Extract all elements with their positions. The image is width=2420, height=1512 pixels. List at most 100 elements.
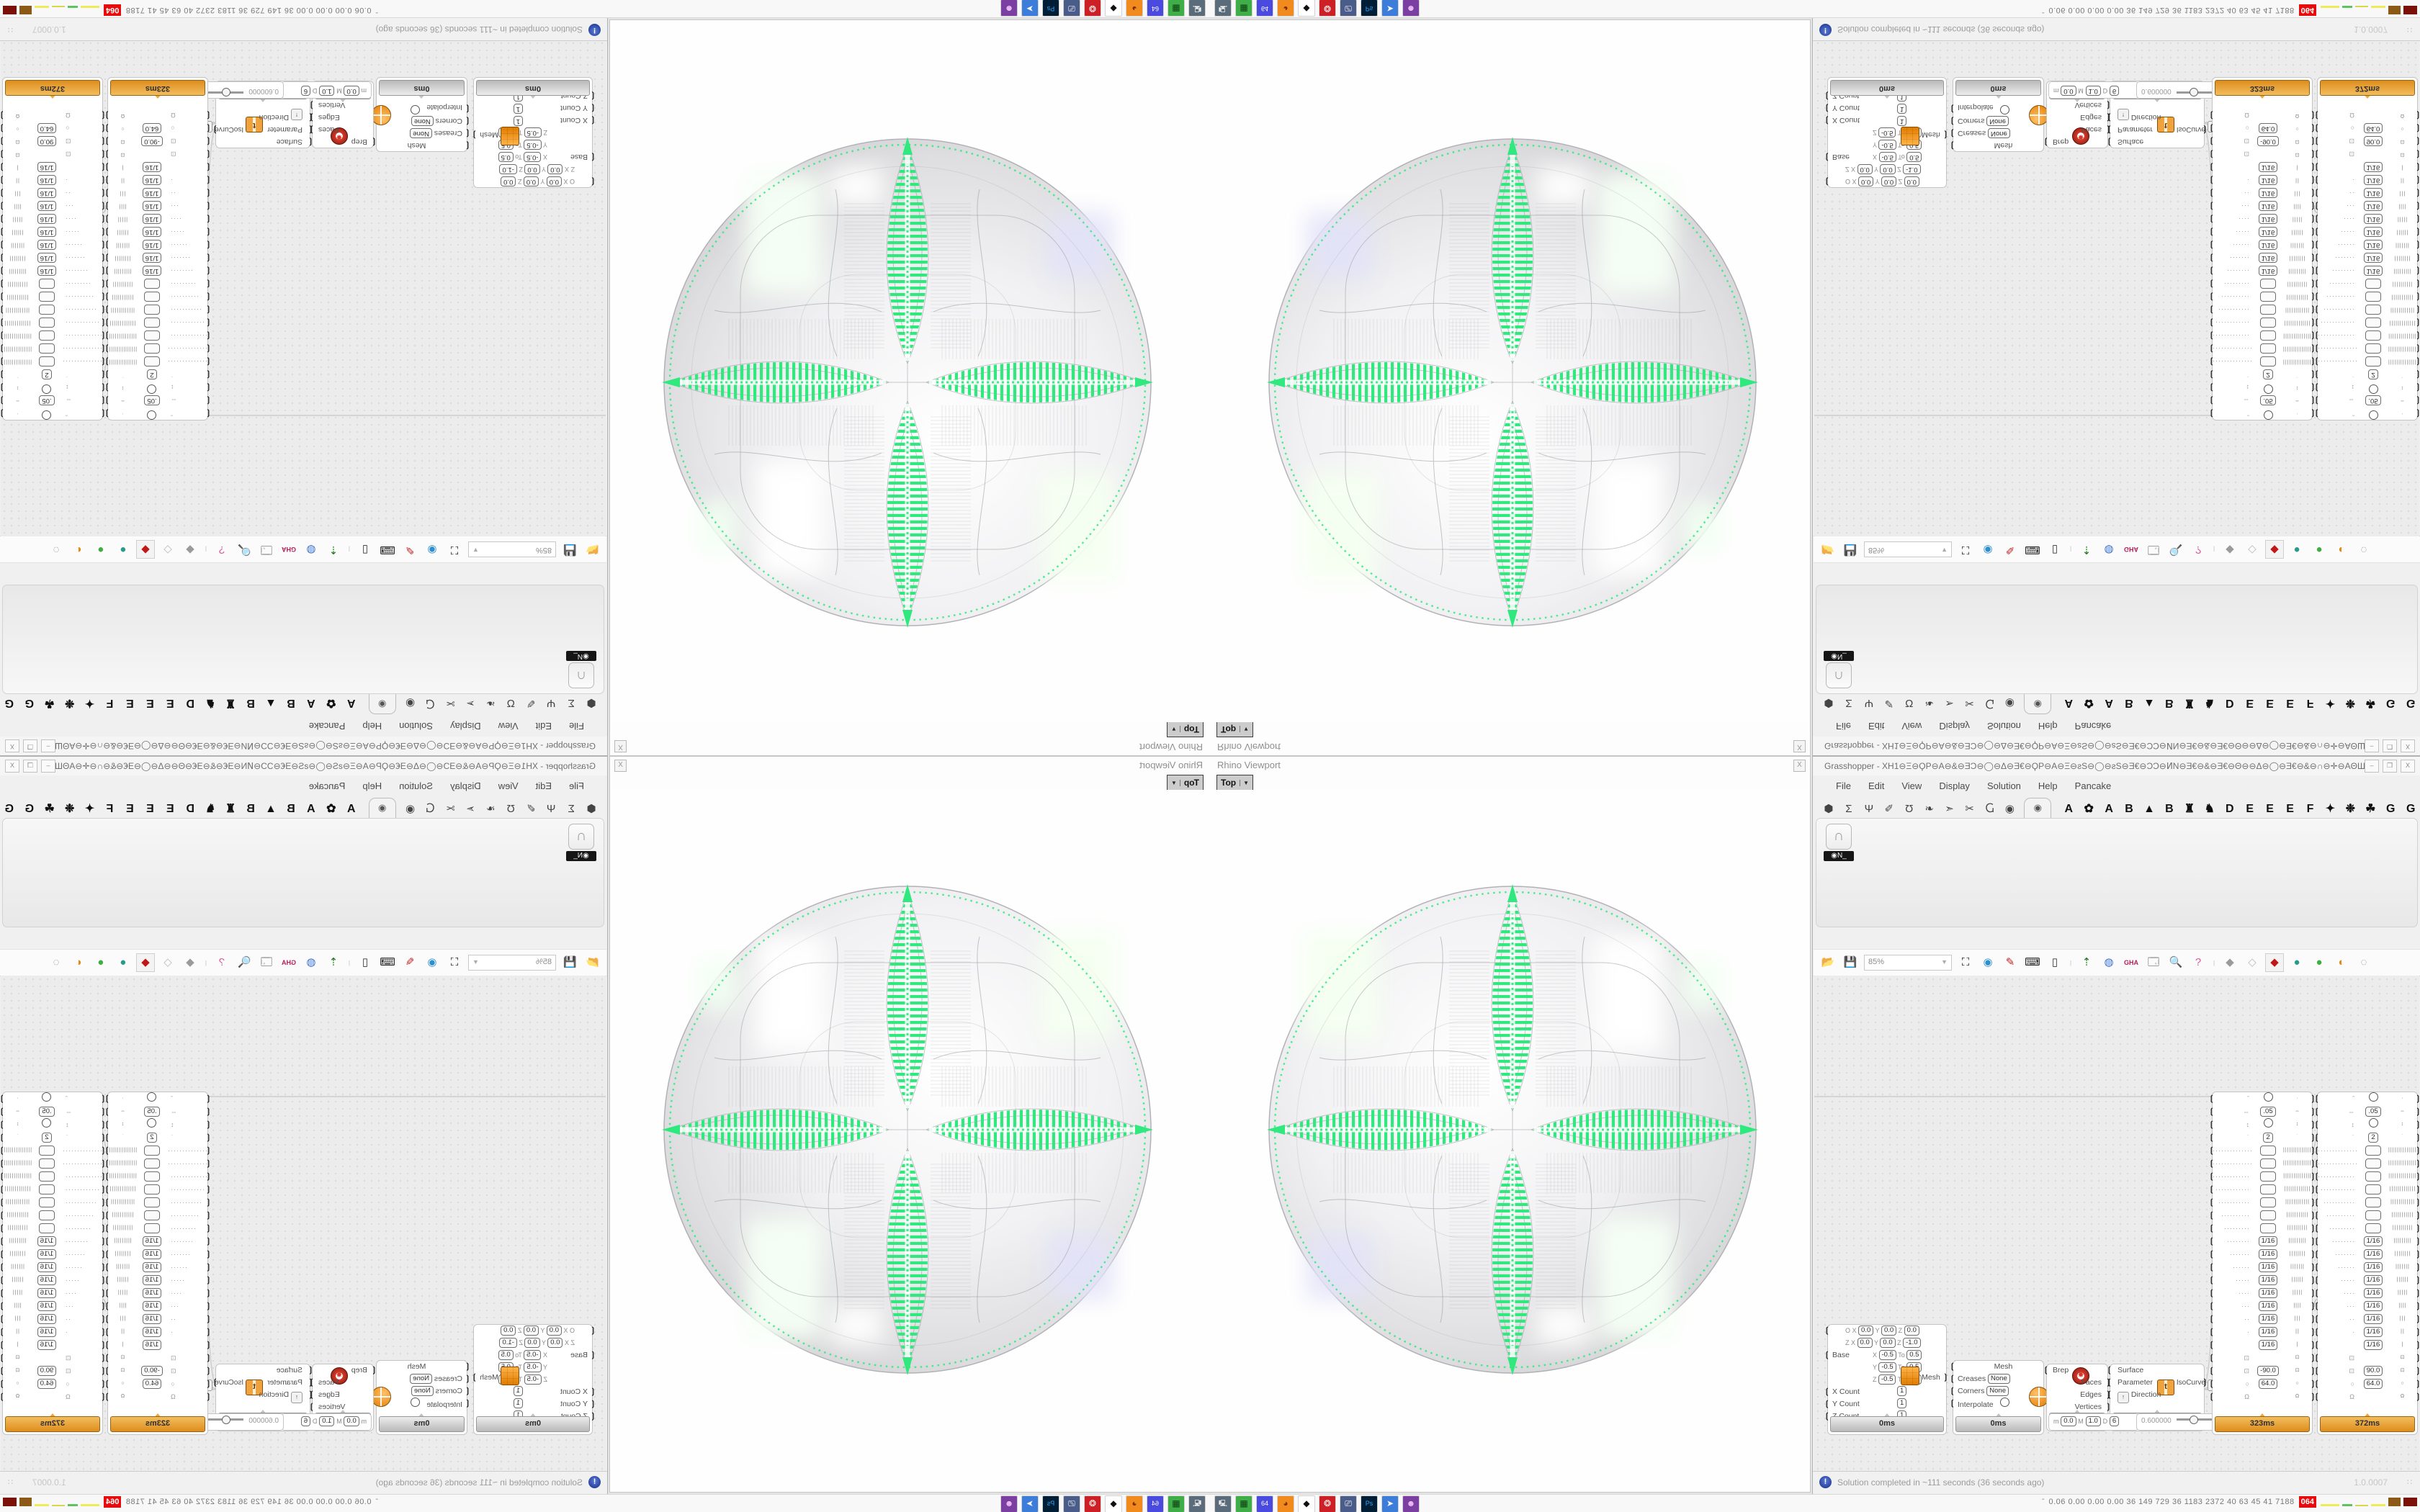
slider-knob[interactable] [2189,88,2198,96]
row-value-box[interactable] [2365,1146,2381,1156]
output-grip[interactable]: ❳ [1,174,5,186]
row-value-box[interactable] [2365,356,2381,366]
app-memory-card[interactable]: ▦ [1235,1495,1252,1512]
tab-a2[interactable]: A [2105,803,2113,815]
output-grip[interactable]: ❳ [1,381,5,394]
row-value-box[interactable]: 1/16 [142,1288,162,1298]
corners-value[interactable]: None [1986,116,2009,126]
output-grip[interactable]: ❳ [212,1378,219,1387]
output-grip[interactable]: ❳ [2201,125,2208,134]
plane-origin-y[interactable]: 0.0 [523,176,539,186]
tab-b2[interactable]: B [246,803,255,815]
mini-domain-panel[interactable]: m 0.0 M 1.0 D 6 [281,1413,372,1431]
output-grip[interactable]: ❳ [1,368,5,381]
output-grip[interactable]: ❳ [2415,186,2419,199]
row-value-box[interactable]: .05 [2365,395,2381,405]
row-value-box[interactable] [2365,1197,2381,1207]
output-grip[interactable]: ❳ [1,1105,5,1118]
node-pattern-left[interactable]: ❲ ˆ · ❳ ❲ ⇔ .05 ⇔ ❳ ❲ ↕ ↕ ❳ ❲ ˙ 2 ˙ ❳ ❲ ··············· |||… [97,1092,212,1435]
count-value[interactable]: 1 [513,116,523,126]
corners-value[interactable]: None [411,116,434,126]
row-value-box[interactable] [2365,1158,2381,1169]
tab-sets[interactable]: Ψ [1864,803,1874,815]
output-grip[interactable]: ❳ [1,290,5,303]
row-value-box[interactable] [2260,292,2276,302]
domain-min[interactable]: -0.5 [524,1350,542,1360]
toggle-circle[interactable] [2368,1117,2378,1128]
row-value-box[interactable]: 1/16 [142,1301,162,1311]
row-value-box[interactable]: 1/16 [37,227,57,237]
tab-flower-icon[interactable]: ✿ [2084,803,2094,815]
input-grip[interactable]: ❲ [99,344,107,353]
input-grip[interactable]: ❲ [205,1237,212,1246]
mini-domain-value[interactable]: 1.0 [319,86,335,96]
input-grip[interactable]: ❲ [99,357,107,366]
linked-circles-icon[interactable]: ◍ [306,956,316,968]
input-grip[interactable]: ❲ [2313,111,2321,120]
row-value-box[interactable]: 1/16 [2363,201,2383,211]
tab-a1[interactable]: A [2064,697,2074,709]
output-grip[interactable]: ❳ [2415,251,2419,264]
output-grip[interactable]: ❳ [1,1351,5,1364]
creases-value[interactable]: None [1988,128,2010,138]
row-value-box[interactable]: -90.0 [141,136,163,146]
row-value-box[interactable]: 1/16 [2258,214,2278,224]
loop-arch-icon[interactable]: ∩ [1826,662,1852,688]
input-grip[interactable]: ❲ [99,1094,107,1103]
input-grip[interactable]: ❲ [205,409,212,418]
row-value-box[interactable]: 1/16 [2258,253,2278,263]
output-grip[interactable]: ❳ [1,1377,5,1390]
tab-vector[interactable]: ✐ [1884,803,1894,815]
input-grip[interactable]: ❲ [307,113,314,122]
output-grip[interactable]: ❳ [2415,1118,2419,1131]
input-grip[interactable]: ❲ [99,1302,107,1310]
app-floppy-64[interactable]: 64 [1256,1495,1273,1512]
interpolate-toggle[interactable] [411,105,421,114]
mini-domain-panel[interactable]: m 0.0 M 1.0 D 6 [281,81,372,99]
input-grip[interactable]: ❲ [2208,202,2215,210]
interpolate-toggle[interactable] [1999,1398,2009,1407]
node-pattern-left[interactable]: ❲ ˆ · ❳ ❲ ⇔ .05 ⇔ ❳ ❲ ↕ ↕ ❳ ❲ ˙ 2 ˙ ❳ ❲ ··············· |||… [97,77,212,420]
input-grip[interactable]: ❲ [2208,137,2215,145]
input-grip[interactable]: ❲ [2208,1392,2215,1401]
input-grip[interactable]: ❲ [99,1198,107,1207]
tab-fly-icon[interactable]: ✦ [2325,697,2336,709]
tab-shield-icon[interactable]: ♜ [2184,803,2195,815]
loop-arch-icon[interactable]: ∩ [568,824,594,850]
window-flag-icon[interactable]: 🗔 [2147,544,2160,556]
grasshopper-titlebar[interactable]: Grasshopper - XH1⊖Ξ⊖ϘP⊖A⊖&⊖ƎƆ⊖◯⊖Δ⊖Ǝ€⊖ϘP⊖… [0,737,607,755]
row-value-box[interactable]: 1/16 [37,175,57,185]
row-value-box[interactable]: 64.0 [2363,123,2383,133]
app-inkscape[interactable]: ◆ [1105,0,1122,17]
ball-green-icon[interactable]: ● [2316,956,2323,968]
input-grip[interactable]: ❲ [2208,292,2215,301]
zoom-level-combobox[interactable]: 85% ▼ [1864,955,1952,971]
output-grip[interactable]: ❳ [2415,135,2419,148]
tab-b1[interactable]: B [2125,697,2133,709]
row-value-box[interactable]: 2 [2368,369,2378,379]
input-grip[interactable]: ❲ [589,1412,596,1421]
output-grip[interactable]: ❳ [2201,1378,2208,1387]
row-value-box[interactable] [2365,305,2381,315]
input-grip[interactable]: ❲ [2313,1380,2321,1388]
input-grip[interactable]: ❲ [99,1328,107,1336]
domain-min[interactable]: -0.5 [524,140,542,150]
input-grip[interactable]: ❲ [2208,150,2215,158]
input-grip[interactable]: ❲ [1824,1326,1831,1335]
input-grip[interactable]: ❲ [2313,1341,2321,1349]
tab-e2[interactable]: E [2266,697,2274,709]
row-value-box[interactable]: 1/16 [2363,188,2383,198]
grasshopper-canvas[interactable]: ❲ O X 0.0 Y 0.0 Z 0.0 Z X 0.0 Y 0.0 Z -1… [1,976,606,1471]
menu-solution[interactable]: Solution [1986,780,2021,791]
input-grip[interactable]: ❲ [307,1378,314,1387]
row-value-box[interactable]: 1/16 [2363,266,2383,276]
row-value-box[interactable]: 1/16 [37,1275,57,1285]
row-value-box[interactable]: 2 [147,369,157,379]
creases-value[interactable]: None [410,128,432,138]
output-grip[interactable]: ❳ [2309,1120,2316,1129]
row-value-box[interactable] [2260,305,2276,315]
viewport-close-icon[interactable]: X [1793,760,1806,772]
input-grip[interactable]: ❲ [99,383,107,392]
menu-solution[interactable]: Solution [399,780,434,791]
output-grip[interactable]: ❳ [2309,1392,2316,1401]
